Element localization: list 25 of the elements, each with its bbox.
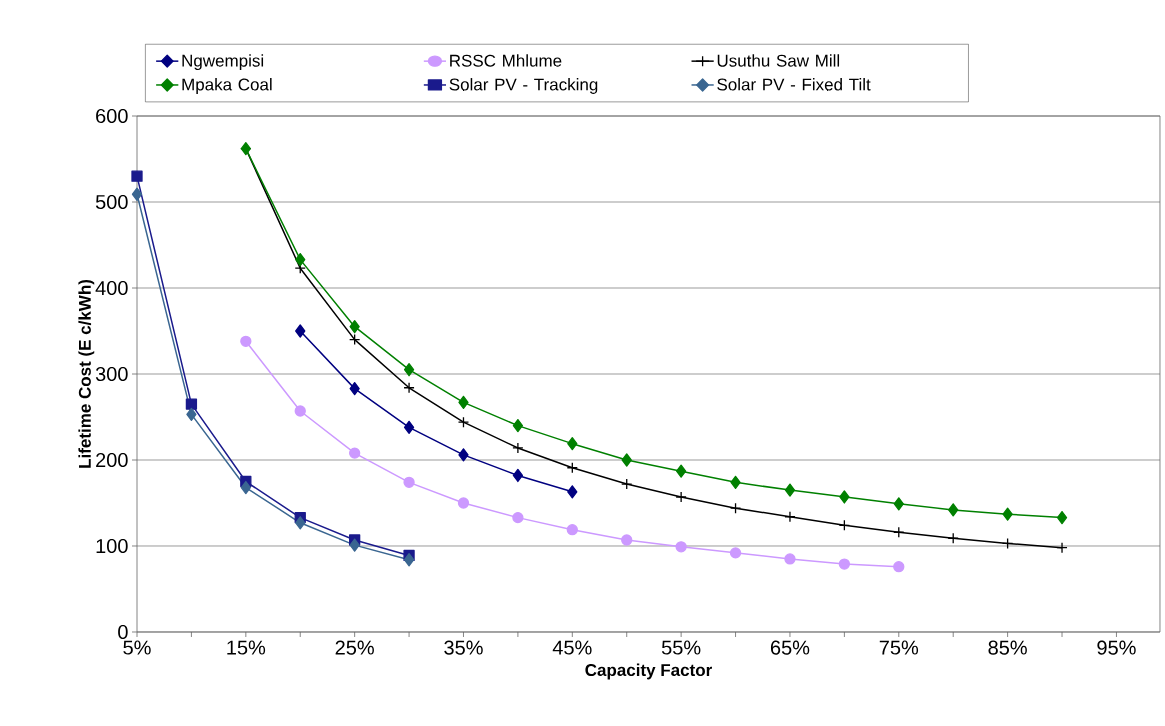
x-tick-label: 35% [444,640,483,655]
x-tick-label: 85% [988,640,1027,655]
x-tick-label: 15% [227,640,266,655]
x-tick-label: 25% [335,640,374,655]
x-tick-label: 45% [552,640,592,655]
y-tick-label: 200 [96,452,128,468]
y-tick-label: 500 [95,194,128,210]
legend-label: Solar PV - Tracking [449,78,598,94]
x-tick-label: 5% [123,640,151,655]
legend-label: Ngwempisi [182,54,264,71]
legend-label: Solar PV - Fixed Tilt [717,78,871,91]
y-tick-label: 300 [95,366,128,382]
x-axis-title: Capacity Factor [585,663,712,680]
legend-label: Mpaka Coal [182,78,272,94]
y-tick-label: 600 [96,108,128,124]
x-tick-label: 95% [1097,640,1136,655]
legend-label: Usuthu Saw Mill [717,54,840,67]
x-tick-label: 65% [770,640,810,655]
x-tick-label: 75% [879,640,919,655]
y-axis-title: Lifetime Cost (E c/kWh) [78,279,95,468]
y-tick-label: 0 [118,624,128,640]
y-tick-label: 100 [96,538,128,554]
legend-label: RSSC Mhlume [450,54,562,67]
x-tick-label: 55% [661,640,701,655]
y-tick-label: 400 [95,280,128,296]
